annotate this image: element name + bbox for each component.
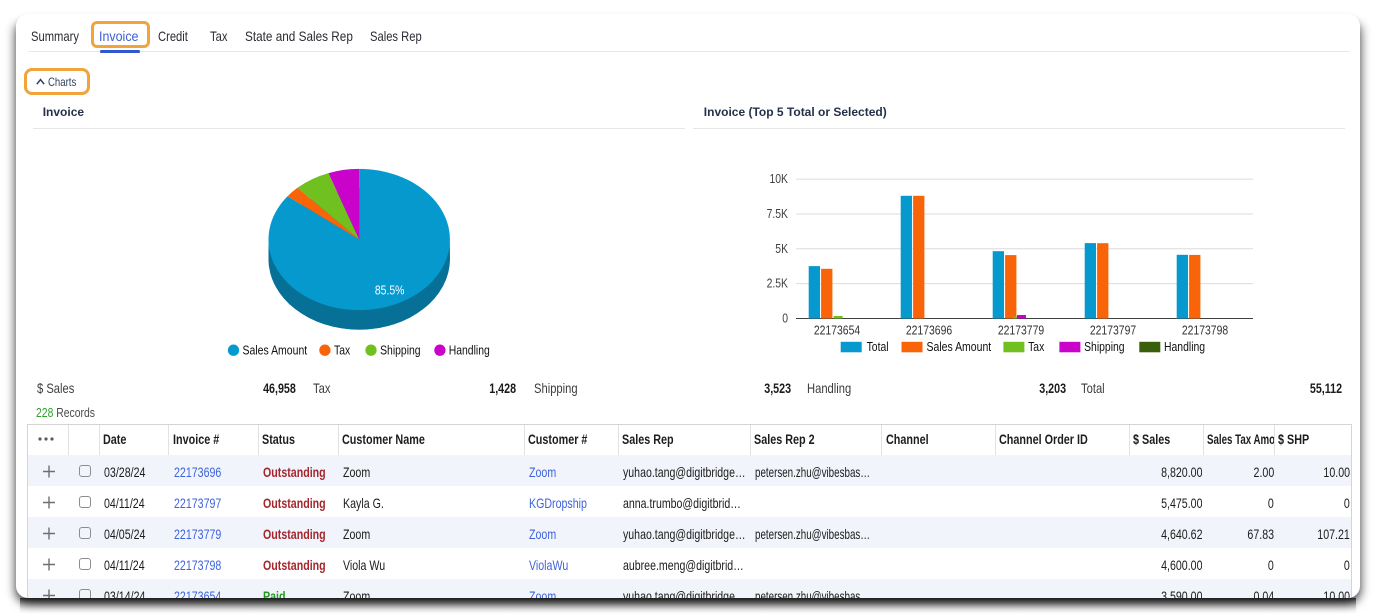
svg-text:10K: 10K: [770, 171, 789, 186]
svg-text:22173798: 22173798: [1182, 323, 1228, 338]
svg-text:Sales Amount: Sales Amount: [243, 343, 308, 358]
svg-text:Shipping: Shipping: [380, 343, 421, 358]
svg-text:22173779: 22173779: [998, 323, 1044, 338]
svg-text:Tax: Tax: [334, 343, 351, 358]
svg-text:2.5K: 2.5K: [767, 276, 789, 291]
svg-text:22173696: 22173696: [906, 323, 952, 338]
svg-text:Shipping: Shipping: [1084, 339, 1125, 354]
svg-text:0: 0: [782, 311, 788, 326]
svg-text:7.5K: 7.5K: [767, 206, 789, 221]
svg-text:85.5%: 85.5%: [375, 282, 405, 297]
svg-text:Total: Total: [867, 339, 889, 354]
svg-text:5K: 5K: [775, 241, 788, 256]
svg-text:22173797: 22173797: [1090, 323, 1136, 338]
svg-text:Tax: Tax: [1028, 339, 1045, 354]
svg-text:Sales Amount: Sales Amount: [927, 339, 992, 354]
svg-text:22173654: 22173654: [814, 323, 860, 338]
svg-text:Handling: Handling: [449, 343, 490, 358]
svg-text:Handling: Handling: [1164, 339, 1205, 354]
